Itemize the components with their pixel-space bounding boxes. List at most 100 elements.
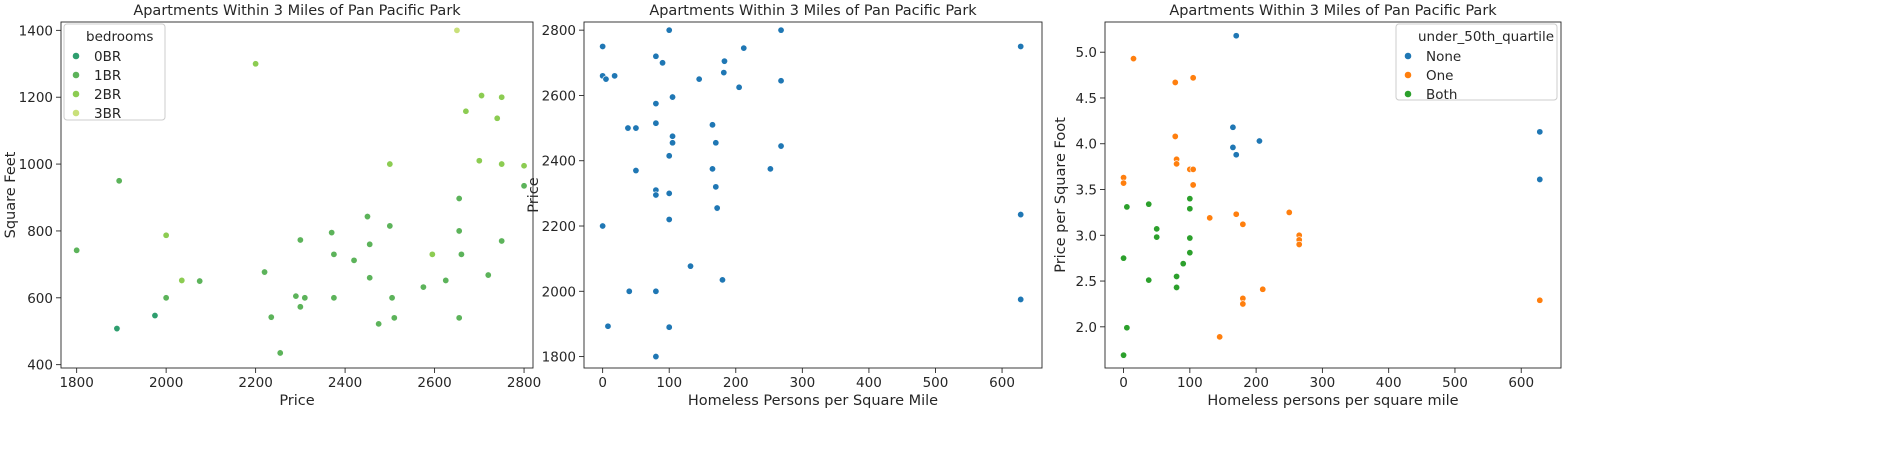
x-tick-label: 0 (1119, 375, 1128, 391)
legend-label: One (1426, 68, 1454, 84)
x-axis-label: Homeless Persons per Square Mile (688, 393, 938, 409)
data-point (455, 195, 463, 203)
data-point (1536, 296, 1544, 304)
data-point (1153, 233, 1161, 241)
data-point (366, 274, 374, 282)
legend-marker (72, 109, 80, 117)
data-point (1186, 195, 1194, 203)
data-point (1189, 181, 1197, 189)
data-point (1186, 205, 1194, 213)
data-point (652, 100, 660, 108)
data-point (712, 183, 720, 191)
data-point (777, 142, 785, 150)
legend-label: None (1426, 49, 1461, 65)
data-point (766, 165, 774, 173)
y-tick-label: 5.0 (1076, 45, 1097, 61)
chart-2: Apartments Within 3 Miles of Pan Pacific… (526, 3, 1043, 409)
data-point (695, 75, 703, 83)
data-point (390, 314, 398, 322)
data-point (1130, 55, 1138, 63)
data-point (708, 121, 716, 129)
y-tick-label: 1000 (19, 157, 53, 173)
legend-marker (72, 71, 80, 79)
data-point (520, 182, 528, 190)
x-tick-label: 2400 (328, 375, 362, 391)
data-point (162, 231, 170, 239)
series-2br (162, 60, 528, 284)
data-point (457, 250, 465, 258)
data-point (1259, 285, 1267, 293)
data-point (652, 191, 660, 199)
data-point (1216, 333, 1224, 341)
plot-frame (583, 21, 1043, 369)
y-tick-label: 2600 (542, 88, 576, 104)
data-point (1255, 137, 1263, 145)
y-axis-label: Price per Square Foot (1053, 117, 1069, 273)
data-point (665, 189, 673, 197)
plot-frame (60, 21, 534, 369)
x-tick-label: 600 (1508, 375, 1534, 391)
data-point (712, 139, 720, 147)
legend-label: 3BR (94, 106, 121, 122)
data-point (599, 42, 607, 50)
x-tick-label: 100 (1177, 375, 1203, 391)
x-tick-label: 100 (656, 375, 682, 391)
data-point (1120, 351, 1128, 359)
data-point (1171, 132, 1179, 140)
data-point (462, 107, 470, 115)
data-point (350, 256, 358, 264)
chart-title: Apartments Within 3 Miles of Pan Pacific… (1169, 3, 1497, 19)
legend: under_50th_quartile None One Both (1395, 23, 1558, 103)
data-point (1239, 220, 1247, 228)
data-point (498, 237, 506, 245)
series-0br (113, 312, 159, 333)
legend-label: 1BR (94, 68, 121, 84)
legend-marker (1404, 90, 1412, 98)
legend-marker (1404, 52, 1412, 60)
data-point (475, 157, 483, 165)
data-point (652, 287, 660, 295)
data-point (1206, 214, 1214, 222)
x-tick-label: 2000 (149, 375, 183, 391)
data-point (1120, 179, 1128, 187)
data-point (328, 229, 336, 237)
data-point (1186, 234, 1194, 242)
data-point (652, 52, 660, 60)
data-point (718, 276, 726, 284)
data-point (1229, 123, 1237, 131)
series-one (1120, 55, 1544, 341)
y-tick-label: 3.5 (1076, 183, 1097, 199)
data-point (735, 83, 743, 91)
data-point (478, 92, 486, 100)
data-point (1186, 249, 1194, 257)
y-tick-label: 3.0 (1076, 228, 1097, 244)
plot-frame (1104, 21, 1562, 369)
data-point (276, 349, 284, 357)
series-both (1120, 195, 1194, 359)
data-point (652, 353, 660, 361)
data-point (1189, 74, 1197, 82)
data-point (296, 236, 304, 244)
legend-label: Both (1426, 87, 1457, 103)
y-tick-label: 4.5 (1076, 91, 1097, 107)
data-point (442, 276, 450, 284)
data-point (720, 69, 728, 77)
data-point (1536, 128, 1544, 136)
data-point (1171, 78, 1179, 86)
data-point (1232, 32, 1240, 40)
data-point (659, 59, 667, 67)
data-point (777, 26, 785, 34)
data-point (632, 124, 640, 132)
data-point (1232, 151, 1240, 159)
y-tick-label: 1400 (19, 23, 53, 39)
legend-label: 0BR (94, 49, 121, 65)
data-point (1017, 211, 1025, 219)
data-point (419, 283, 427, 291)
data-point (493, 114, 501, 122)
data-point (428, 250, 436, 258)
x-tick-label: 600 (989, 375, 1015, 391)
x-tick-label: 200 (1243, 375, 1269, 391)
data-point (1232, 210, 1240, 218)
x-tick-label: 300 (1310, 375, 1336, 391)
data-point (1123, 203, 1131, 211)
